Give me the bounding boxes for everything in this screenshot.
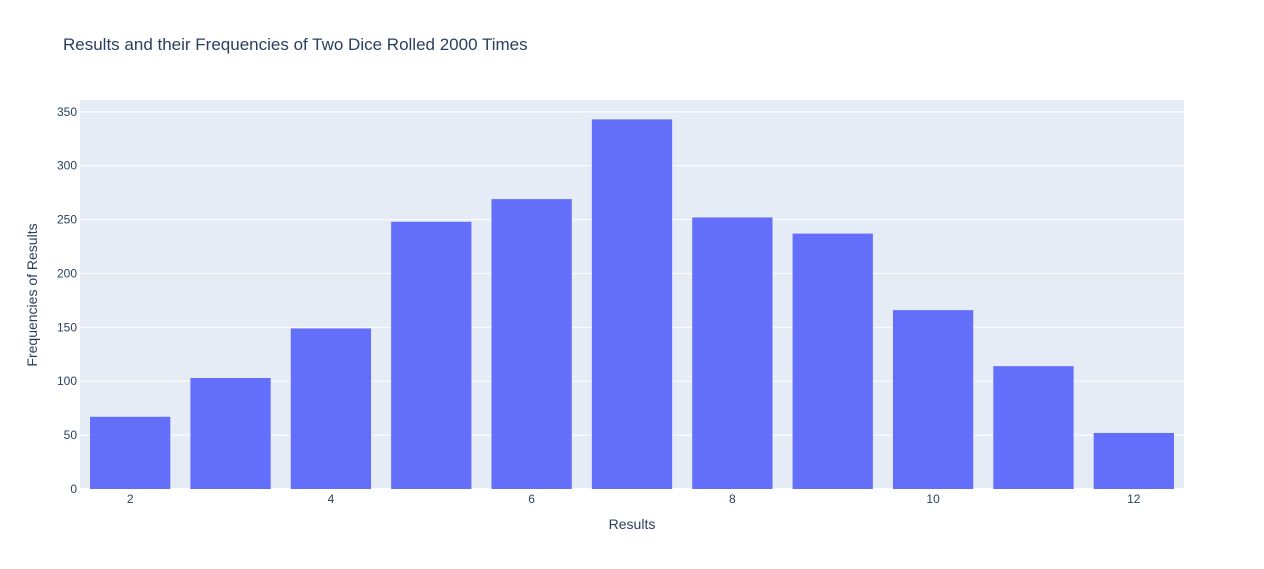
y-tick-label: 200 [57,266,77,280]
bar-4 [290,328,372,489]
y-tick-label: 100 [57,374,77,388]
bar-11 [993,366,1074,489]
bar-7 [591,119,673,489]
y-tick-label: 300 [57,159,77,173]
x-axis-label: Results [609,516,656,532]
y-tick-label: 250 [57,213,77,227]
bar-2 [90,416,171,489]
y-axis-label: Frequencies of Results [24,223,40,366]
bar-9 [792,233,873,489]
x-axis-ticks: 2 4 6 8 10 12 [127,492,1141,506]
bar-6 [491,199,572,489]
x-tick-label: 12 [1127,492,1141,506]
x-tick-label: 4 [328,492,335,506]
bars [90,119,1174,490]
bar-8 [692,217,773,490]
x-tick-label: 10 [926,492,940,506]
bar-12 [1093,432,1174,489]
bar-3 [190,378,271,489]
x-tick-label: 8 [729,492,736,506]
y-tick-label: 350 [57,105,77,119]
y-axis-ticks: 0 50 100 150 200 250 300 350 [57,105,77,496]
bar-10 [892,310,974,489]
x-tick-label: 2 [127,492,134,506]
y-tick-label: 50 [64,428,78,442]
bar-5 [391,221,472,490]
y-tick-label: 150 [57,320,77,334]
x-tick-label: 6 [528,492,535,506]
chart-title: Results and their Frequencies of Two Dic… [63,35,528,54]
y-tick-label: 0 [70,482,77,496]
